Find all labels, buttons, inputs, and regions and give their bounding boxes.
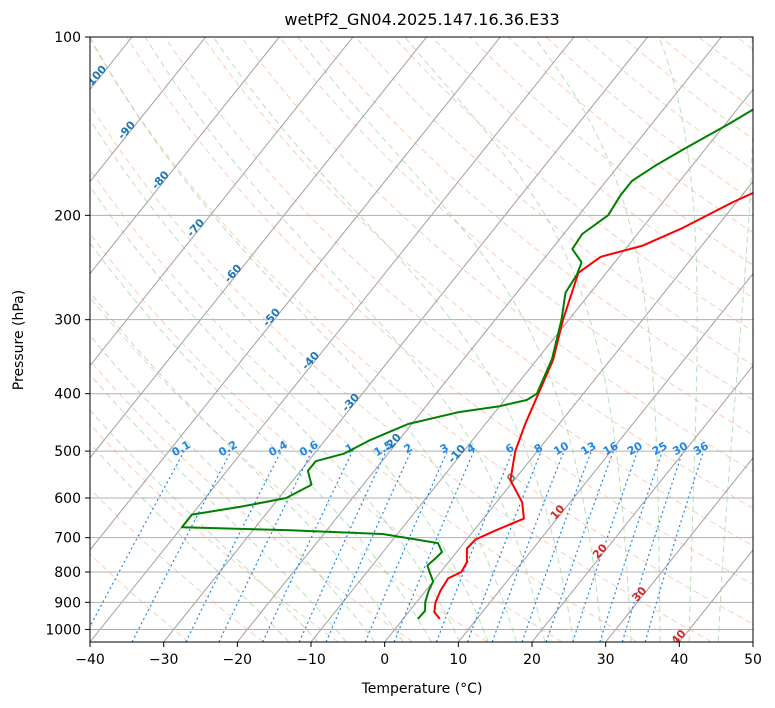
chart-title: wetPf2_GN04.2025.147.16.36.E33 bbox=[284, 10, 559, 30]
dry-adiabat-line bbox=[393, 37, 753, 332]
moist-adiabat-line bbox=[144, 37, 546, 642]
x-tick-label: 20 bbox=[523, 652, 541, 668]
dry-adiabats bbox=[90, 37, 753, 642]
moist-adiabat-line bbox=[658, 37, 698, 642]
isotherm-line bbox=[384, 180, 753, 642]
mixing-ratio-line bbox=[364, 450, 448, 642]
mixing-ratio-line bbox=[298, 450, 387, 642]
x-tick-label: 10 bbox=[449, 652, 467, 668]
y-tick-label: 200 bbox=[54, 208, 81, 224]
dry-adiabat-line bbox=[90, 553, 190, 642]
moist-adiabat-line bbox=[717, 37, 753, 642]
y-tick-label: 800 bbox=[54, 565, 81, 581]
dry-adiabat-line bbox=[90, 104, 712, 642]
x-tick-label: 0 bbox=[380, 652, 389, 668]
isotherm-line bbox=[90, 37, 207, 183]
dry-adiabat-line bbox=[90, 38, 753, 625]
y-tick-label: 500 bbox=[54, 444, 81, 460]
moist-adiabats bbox=[90, 37, 753, 642]
mixing-ratio-line bbox=[218, 450, 313, 642]
mixing-ratio-line bbox=[572, 450, 639, 642]
plot-frame bbox=[89, 36, 754, 643]
moist-adiabat-line bbox=[90, 291, 404, 642]
x-tick-label: −10 bbox=[296, 652, 326, 668]
dry-adiabat-line bbox=[278, 37, 753, 436]
x-tick-label: −40 bbox=[75, 652, 105, 668]
moist-adiabat-line bbox=[90, 118, 489, 642]
moist-adiabat-line bbox=[404, 37, 632, 642]
dry-adiabat-line bbox=[202, 37, 753, 509]
moist-adiabat-line bbox=[297, 37, 603, 642]
moist-adiabat-line bbox=[90, 373, 347, 642]
mixing-ratio-line bbox=[466, 450, 542, 642]
moist-adiabat-line bbox=[90, 334, 376, 642]
mixing-ratio-line bbox=[644, 450, 705, 642]
x-tick-label: −30 bbox=[149, 652, 179, 668]
mixing-ratio-line bbox=[599, 450, 663, 642]
profiles bbox=[180, 108, 753, 620]
isotherm-line bbox=[163, 37, 649, 642]
y-tick-label: 300 bbox=[54, 313, 81, 329]
axis-frame bbox=[89, 36, 754, 643]
x-tick-label: 40 bbox=[670, 652, 688, 668]
y-tick-label: 700 bbox=[54, 531, 81, 547]
isotherm-line bbox=[90, 37, 501, 551]
y-axis: 100 200 300 400 500 600 700 800 900 1000 bbox=[45, 30, 90, 638]
mixing-ratio-line bbox=[185, 450, 282, 642]
y-tick-label: 900 bbox=[54, 595, 81, 611]
mixing-ratio-line bbox=[393, 450, 475, 642]
mixing-ratio-line bbox=[90, 450, 185, 628]
isotherm-line bbox=[90, 37, 354, 367]
pressure-grid bbox=[90, 37, 753, 630]
temperature-profile-line bbox=[433, 191, 753, 620]
x-tick-label: 50 bbox=[744, 652, 762, 668]
dry-adiabat-line bbox=[355, 37, 753, 366]
dry-adiabat-line bbox=[90, 296, 488, 642]
moist-adiabat-line bbox=[533, 37, 661, 642]
isotherm-line bbox=[457, 272, 753, 642]
y-axis-label: Pressure (hPa) bbox=[11, 290, 27, 390]
mixing-ratio-line bbox=[262, 450, 354, 642]
mixing-ratio-line bbox=[545, 450, 614, 642]
isotherm-line bbox=[236, 37, 722, 642]
mixing-ratio-line bbox=[621, 450, 684, 642]
isotherm-line bbox=[90, 37, 575, 642]
isotherm-line bbox=[605, 457, 753, 642]
dry-adiabat-line bbox=[164, 37, 753, 547]
y-tick-label: 1000 bbox=[45, 622, 81, 638]
y-tick-label: 600 bbox=[54, 491, 81, 507]
mixing-ratio-line bbox=[131, 450, 232, 642]
isotherm-line bbox=[310, 88, 753, 642]
dry-adiabat-line bbox=[126, 37, 753, 586]
moist-adiabat-line bbox=[212, 37, 575, 642]
x-tick-label: 30 bbox=[597, 652, 615, 668]
mixing-ratio-line bbox=[325, 450, 412, 642]
isotherm-line bbox=[90, 37, 280, 275]
mixing-ratio-line bbox=[435, 450, 514, 642]
moist-adiabat-line bbox=[90, 37, 517, 642]
dry-adiabat-line bbox=[90, 232, 563, 642]
dry-adiabat-line bbox=[317, 37, 753, 401]
moist-adiabat-line bbox=[90, 242, 432, 642]
y-tick-label: 100 bbox=[54, 30, 81, 46]
moist-adiabat-line bbox=[90, 442, 290, 642]
isotherm-line bbox=[531, 364, 753, 642]
x-axis-label: Temperature (°C) bbox=[361, 681, 483, 697]
dry-adiabat-line bbox=[90, 168, 638, 642]
y-tick-label: 400 bbox=[54, 387, 81, 403]
x-axis: −40 −30 −20 −10 0 10 20 30 40 50 bbox=[75, 642, 762, 668]
mixing-ratio-line bbox=[521, 450, 592, 642]
dewpoint-profile-line bbox=[180, 108, 753, 620]
x-tick-label: −20 bbox=[223, 652, 253, 668]
isotherms bbox=[90, 37, 753, 642]
isotherm-line bbox=[90, 37, 428, 459]
